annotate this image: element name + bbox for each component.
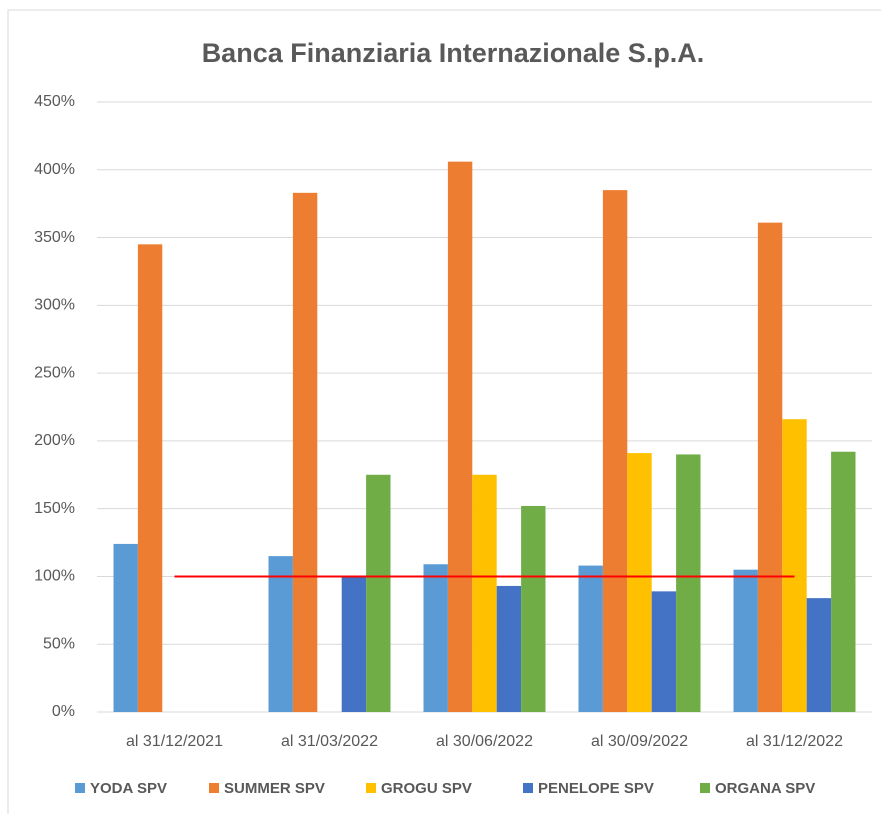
bar [268,556,293,712]
x-tick-label: al 30/09/2022 [591,733,688,750]
bar [602,190,628,713]
legend-swatch [209,783,219,793]
y-tick-label: 100% [34,568,75,585]
bar [831,451,856,712]
legend-label: SUMMER SPV [224,780,325,797]
bar [806,598,832,712]
x-tick-label: al 31/03/2022 [281,733,378,750]
y-tick-label: 200% [34,432,75,449]
bar [733,569,758,712]
bar [651,591,677,712]
x-tick-label: al 30/06/2022 [436,733,533,750]
bar [782,419,807,712]
legend-label: PENELOPE SPV [538,780,654,797]
y-tick-label: 250% [34,364,75,381]
bar [113,543,138,712]
y-tick-label: 400% [34,161,75,178]
bar [341,576,367,712]
bar [423,564,448,712]
bar [137,244,163,713]
legend-swatch [700,783,710,793]
legend-swatch [366,783,376,793]
x-tick-label: al 31/12/2022 [746,733,843,750]
bar [757,222,783,712]
legend-swatch [523,783,533,793]
y-tick-label: 450% [34,93,75,110]
bar [472,474,497,712]
y-tick-label: 300% [34,297,75,314]
bar [521,505,546,712]
legend-label: GROGU SPV [381,780,472,797]
legend-swatch [75,783,85,793]
bar [292,192,318,713]
bar [496,585,522,712]
y-tick-label: 50% [43,635,75,652]
y-tick-label: 150% [34,500,75,517]
y-tick-label: 350% [34,229,75,246]
bar [447,161,473,713]
bar [676,454,701,712]
chart-border [7,9,881,814]
legend-label: ORGANA SPV [715,780,815,797]
bar [627,453,652,712]
y-tick-label: 0% [52,703,75,720]
bar [578,565,603,712]
legend-label: YODA SPV [90,780,167,797]
chart-title: Banca Finanziaria Internazionale S.p.A. [202,38,705,68]
bar [366,474,391,712]
x-tick-label: al 31/12/2021 [126,733,223,750]
